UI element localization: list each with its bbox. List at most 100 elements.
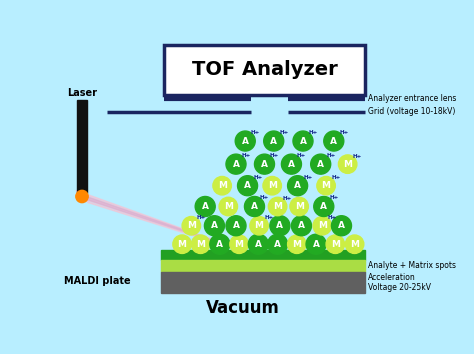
Text: H+: H+	[353, 154, 362, 159]
Text: A: A	[261, 160, 268, 169]
Text: H+: H+	[283, 196, 292, 201]
Text: H+: H+	[279, 130, 289, 135]
Bar	[161, 250, 365, 259]
Text: M: M	[187, 221, 196, 230]
Bar	[161, 259, 365, 272]
Text: H+: H+	[241, 153, 251, 158]
Text: Analyte + Matrix spots: Analyte + Matrix spots	[368, 261, 456, 270]
Circle shape	[76, 190, 88, 202]
Circle shape	[270, 216, 290, 236]
Text: H+: H+	[297, 153, 306, 158]
Circle shape	[226, 154, 246, 174]
Text: Grid (voltage 10-18kV): Grid (voltage 10-18kV)	[368, 107, 456, 116]
Text: M: M	[331, 240, 340, 249]
Circle shape	[288, 176, 308, 196]
Polygon shape	[76, 190, 249, 253]
Text: H+: H+	[328, 215, 337, 220]
Circle shape	[204, 216, 225, 236]
Text: H+: H+	[253, 175, 262, 180]
Circle shape	[324, 131, 344, 151]
Text: A: A	[294, 181, 301, 190]
Text: H+: H+	[329, 195, 338, 200]
Circle shape	[213, 176, 231, 195]
Circle shape	[235, 131, 255, 151]
Text: A: A	[288, 160, 295, 169]
Circle shape	[313, 217, 331, 235]
Text: M: M	[255, 221, 264, 230]
Text: M: M	[268, 181, 277, 190]
Text: A: A	[202, 202, 209, 211]
Text: A: A	[216, 240, 223, 249]
Text: H+: H+	[196, 215, 206, 220]
Circle shape	[338, 155, 357, 173]
Bar	[164, 45, 365, 95]
Text: A: A	[270, 137, 277, 145]
Circle shape	[268, 197, 287, 216]
Text: A: A	[338, 221, 345, 230]
Circle shape	[326, 235, 345, 253]
Text: M: M	[224, 202, 233, 211]
Text: Vacuum: Vacuum	[206, 299, 280, 317]
Text: A: A	[312, 240, 319, 249]
Text: A: A	[232, 221, 239, 230]
Text: M: M	[178, 240, 187, 249]
Circle shape	[248, 234, 268, 254]
Circle shape	[245, 196, 264, 217]
Text: H+: H+	[260, 195, 269, 200]
Circle shape	[314, 196, 334, 217]
Text: M: M	[295, 202, 304, 211]
Circle shape	[255, 154, 274, 174]
Text: A: A	[232, 160, 239, 169]
Circle shape	[263, 176, 282, 195]
Circle shape	[267, 234, 288, 254]
Circle shape	[306, 234, 326, 254]
Circle shape	[230, 235, 248, 253]
Text: M: M	[343, 160, 352, 169]
Text: TOF Analyzer: TOF Analyzer	[191, 60, 337, 79]
Circle shape	[292, 216, 311, 236]
Text: H+: H+	[270, 153, 279, 158]
Text: A: A	[317, 160, 324, 169]
Text: M: M	[273, 202, 282, 211]
Bar	[161, 272, 365, 293]
Text: M: M	[350, 240, 359, 249]
Text: A: A	[211, 221, 218, 230]
Circle shape	[226, 216, 246, 236]
Circle shape	[310, 154, 331, 174]
Text: H+: H+	[309, 130, 318, 135]
Text: A: A	[298, 221, 305, 230]
Circle shape	[195, 196, 215, 217]
Text: A: A	[274, 240, 281, 249]
Text: Analyzer entrance lens: Analyzer entrance lens	[368, 94, 457, 103]
Circle shape	[288, 235, 306, 253]
Text: H+: H+	[339, 130, 348, 135]
Text: M: M	[218, 181, 227, 190]
Text: A: A	[242, 137, 249, 145]
Text: H+: H+	[303, 175, 312, 180]
Text: MALDI plate: MALDI plate	[64, 276, 131, 286]
Text: M: M	[321, 181, 330, 190]
Circle shape	[237, 176, 257, 196]
Text: Laser: Laser	[67, 87, 97, 98]
Circle shape	[219, 197, 237, 216]
Circle shape	[250, 217, 268, 235]
Text: A: A	[255, 240, 262, 249]
Text: M: M	[235, 240, 244, 249]
Circle shape	[331, 216, 352, 236]
Text: H+: H+	[326, 153, 336, 158]
Text: H+: H+	[331, 175, 340, 180]
Text: A: A	[330, 137, 337, 145]
Circle shape	[264, 131, 284, 151]
Circle shape	[191, 235, 210, 253]
Text: M: M	[318, 221, 327, 230]
Circle shape	[290, 197, 309, 216]
Text: Acceleration
Voltage 20-25kV: Acceleration Voltage 20-25kV	[368, 273, 431, 292]
Text: M: M	[292, 240, 301, 249]
Circle shape	[317, 176, 335, 195]
Circle shape	[210, 234, 230, 254]
Text: A: A	[251, 202, 258, 211]
Text: A: A	[320, 202, 327, 211]
Text: H+: H+	[264, 215, 273, 220]
Circle shape	[293, 131, 313, 151]
Text: H+: H+	[251, 130, 260, 135]
